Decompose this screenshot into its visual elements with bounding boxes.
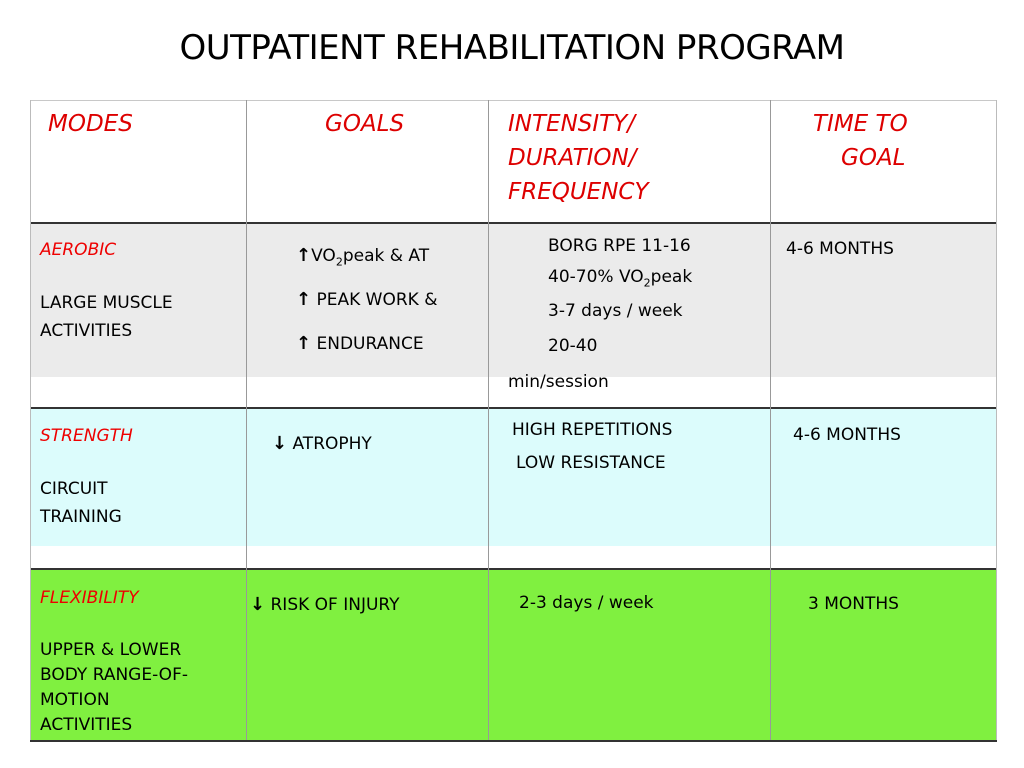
- goal-atrophy: ↓ ATROPHY: [272, 433, 372, 454]
- goal-risk-of-injury: ↓ RISK OF INJURY: [250, 594, 400, 615]
- spacer-row: [30, 546, 997, 568]
- category-aerobic: AEROBIC: [40, 240, 117, 260]
- arrow-up-icon: ↑: [296, 245, 312, 266]
- arrow-up-icon: ↑: [296, 333, 312, 354]
- time-to-goal: 4-6 MONTHS: [786, 239, 894, 259]
- mode-line: MOTION: [40, 690, 110, 710]
- mode-line: BODY RANGE-OF-: [40, 665, 188, 685]
- intensity-borg: BORG RPE 11-16: [548, 236, 691, 256]
- time-to-goal: 4-6 MONTHS: [793, 425, 901, 445]
- intensity-frequency: 3-7 days / week: [548, 301, 683, 321]
- header-row: [30, 100, 997, 223]
- header-intensity-line2: DURATION/: [508, 145, 637, 171]
- goal-endurance: ↑ ENDURANCE: [296, 333, 424, 354]
- header-time-line2: GOAL: [841, 145, 906, 171]
- column-divider: [30, 100, 31, 740]
- spacer-row: [30, 377, 997, 407]
- intensity-duration: 20-40: [548, 336, 598, 356]
- intensity-per-session: min/session: [508, 372, 609, 392]
- arrow-up-icon: ↑: [296, 289, 312, 310]
- header-intensity-line3: FREQUENCY: [508, 179, 649, 205]
- intensity-line: 2-3 days / week: [519, 593, 654, 613]
- flexibility-row: [30, 568, 997, 742]
- time-to-goal: 3 MONTHS: [808, 594, 899, 614]
- header-goals: GOALS: [325, 111, 405, 137]
- column-divider: [246, 100, 247, 740]
- goal-peak-work: ↑ PEAK WORK &: [296, 289, 438, 310]
- column-divider: [488, 100, 489, 740]
- arrow-down-icon: ↓: [272, 433, 288, 454]
- intensity-vo2: 40-70% VO2peak: [548, 267, 693, 290]
- arrow-down-icon: ↓: [250, 594, 266, 615]
- column-divider: [770, 100, 771, 740]
- category-strength: STRENGTH: [40, 426, 133, 446]
- mode-line: CIRCUIT: [40, 479, 108, 499]
- header-time-line1: TIME TO: [813, 111, 908, 137]
- mode-line: LARGE MUSCLE: [40, 293, 173, 313]
- aerobic-row: [30, 222, 997, 379]
- mode-line: TRAINING: [40, 507, 122, 527]
- mode-line: UPPER & LOWER: [40, 640, 182, 660]
- column-divider: [996, 100, 997, 740]
- header-modes: MODES: [48, 111, 133, 137]
- header-intensity-line1: INTENSITY/: [508, 111, 636, 137]
- goal-vo2: ↑VO2peak & AT: [296, 245, 430, 269]
- page-title: OUTPATIENT REHABILITATION PROGRAM: [179, 28, 845, 68]
- category-flexibility: FLEXIBILITY: [40, 588, 139, 608]
- mode-line: ACTIVITIES: [40, 321, 133, 341]
- intensity-line: LOW RESISTANCE: [516, 453, 666, 473]
- mode-line: ACTIVITIES: [40, 715, 133, 735]
- intensity-line: HIGH REPETITIONS: [512, 420, 673, 440]
